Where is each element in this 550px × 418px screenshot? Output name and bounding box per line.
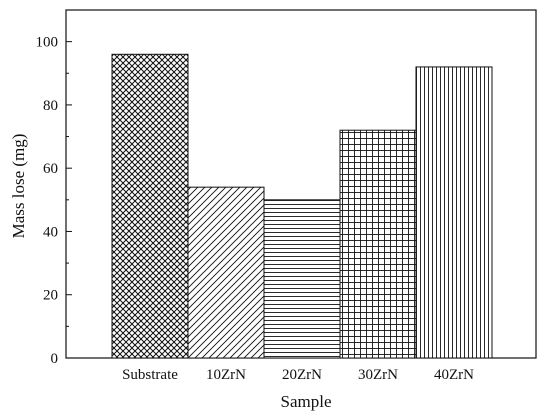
y-tick-label: 60 (43, 161, 58, 177)
y-tick-label: 0 (51, 351, 59, 367)
x-tick-label: Substrate (122, 367, 178, 383)
y-axis: 0 20 40 60 80 100 (36, 35, 72, 367)
bar-30zrn (339, 129, 417, 359)
y-axis-title: Mass lose (mg) (9, 134, 28, 239)
y-tick-label: 80 (43, 98, 58, 114)
x-axis-title: Sample (281, 392, 332, 411)
y-tick-label: 100 (36, 35, 59, 51)
x-axis: Substrate 10ZrN 20ZrN 30ZrN 40ZrN (122, 367, 474, 383)
x-tick-label: 40ZrN (434, 367, 474, 383)
x-tick-label: 20ZrN (282, 367, 322, 383)
y-tick-label: 40 (43, 224, 58, 240)
x-tick-label: 30ZrN (358, 367, 398, 383)
bars (111, 53, 493, 359)
bar-20zrn (263, 199, 341, 359)
bar-40zrn (415, 66, 493, 359)
y-tick-label: 20 (43, 288, 58, 304)
bar-substrate (111, 53, 189, 359)
bar-10zrn (187, 186, 265, 359)
x-tick-label: 10ZrN (206, 367, 246, 383)
